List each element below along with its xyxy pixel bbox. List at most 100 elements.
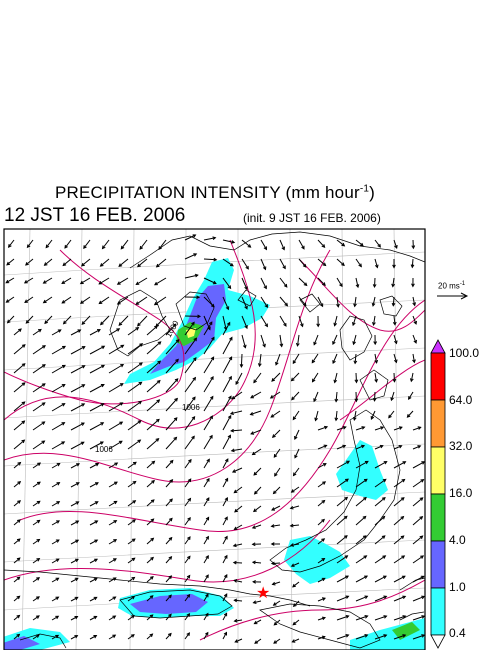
wind-vector [335, 391, 338, 402]
wind-vector [108, 383, 124, 393]
wind-vector [203, 237, 216, 241]
wind-vector-head [354, 398, 359, 403]
wind-vector-head [323, 444, 328, 449]
wind-vector [222, 613, 228, 621]
wind-vector [354, 353, 357, 364]
wind-vector-head [75, 520, 80, 524]
wind-vector [336, 575, 349, 583]
wind-vector-head [393, 359, 398, 364]
wind-vector [127, 401, 142, 412]
colorbar-segment [430, 446, 446, 495]
wind-vector-head [345, 634, 350, 638]
wind-scale-label: 20 ms-1 [438, 281, 466, 291]
wind-vector [203, 594, 209, 602]
wind-vector [89, 482, 99, 488]
wind-vector [44, 315, 53, 324]
wind-vector [317, 444, 327, 450]
wind-vector [108, 344, 124, 355]
wind-vector [317, 500, 325, 507]
wind-vector [222, 322, 231, 336]
wind-vector-head [95, 463, 100, 467]
wind-vector-head [61, 422, 66, 426]
wind-vector [292, 353, 300, 364]
wind-vector [89, 422, 104, 431]
colorbar [430, 339, 446, 649]
wind-vector [252, 448, 262, 456]
wind-vector-head [42, 345, 46, 349]
wind-vector [412, 575, 425, 583]
wind-vector [393, 555, 405, 564]
wind-vector-head [18, 328, 22, 332]
wind-vector [70, 482, 80, 488]
wind-vector-head [232, 560, 237, 565]
wind-vector-head [300, 323, 304, 328]
wind-vector [51, 501, 60, 507]
wind-vector-head [139, 245, 144, 250]
wind-vector [51, 539, 60, 545]
wind-vector-head [94, 539, 99, 543]
wind-vector-head [262, 343, 266, 348]
wind-vector-head [419, 515, 424, 520]
wind-vector [412, 426, 421, 431]
wind-vector-head [372, 322, 376, 327]
cb-label: 1.0 [449, 580, 466, 594]
wind-vector [137, 315, 148, 327]
wind-vector [135, 296, 148, 305]
wind-vector [146, 633, 153, 640]
wind-vector [108, 577, 117, 583]
wind-vector [355, 258, 362, 267]
wind-vector [8, 239, 15, 248]
wind-vector [317, 597, 326, 602]
wind-vector-head [230, 448, 235, 453]
wind-vector-head [210, 376, 214, 380]
wind-vector-head [341, 262, 345, 267]
wind-vector-head [229, 411, 234, 415]
wind-vector-head [363, 478, 368, 483]
wind-vector-head [270, 542, 275, 546]
wind-vector [241, 239, 251, 248]
wind-vector [317, 617, 326, 621]
wind-vector [203, 376, 214, 393]
wind-vector [336, 535, 348, 545]
wind-vector-head [283, 322, 287, 327]
wind-vector [250, 429, 262, 435]
wind-vector-head [289, 523, 294, 528]
wind-vector-head [94, 558, 99, 562]
wind-vector-head [74, 596, 79, 601]
wind-vector-head [16, 519, 21, 523]
wind-vector [222, 315, 227, 330]
wind-vector [408, 391, 414, 400]
wind-vector-head [187, 497, 192, 502]
wind-vector [355, 555, 367, 564]
wind-vector [70, 463, 80, 469]
wind-vector-head [295, 342, 300, 347]
wind-vector-head [362, 535, 367, 539]
wind-vector-head [336, 303, 340, 308]
wind-vector [70, 403, 85, 412]
wind-vector-head [352, 416, 357, 422]
wind-vector [374, 239, 381, 248]
wind-vector [32, 329, 42, 336]
wind-vector-head [383, 461, 388, 465]
wind-vector [118, 258, 129, 267]
wind-vector [374, 595, 387, 602]
wind-vector [393, 615, 406, 621]
wind-vector [374, 372, 377, 382]
wind-vector [61, 296, 72, 304]
wind-vector [127, 461, 137, 469]
wind-vector [70, 384, 85, 393]
wind-vector [146, 499, 155, 507]
wind-vector-head [292, 603, 297, 608]
wind-vector-head [43, 262, 48, 266]
wind-vector-head [322, 282, 326, 287]
wind-vector [222, 258, 234, 267]
wind-vector-head [355, 284, 360, 289]
wind-vector-head [21, 382, 26, 386]
wind-vector [272, 581, 281, 585]
wind-vector-head [24, 299, 29, 303]
wind-vector [273, 619, 281, 626]
map-frame [3, 228, 426, 650]
wind-vector-head [150, 537, 155, 542]
wind-vector-head [174, 378, 179, 383]
wind-vector [412, 479, 424, 488]
